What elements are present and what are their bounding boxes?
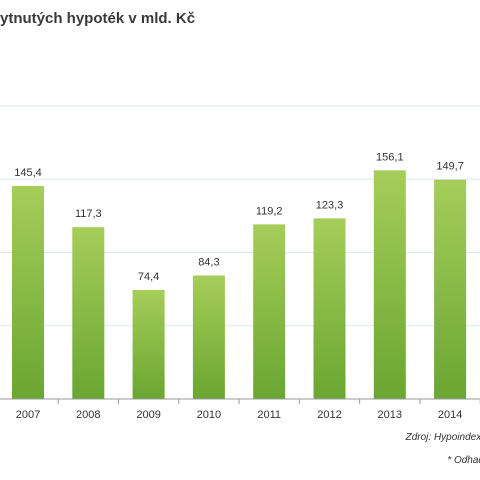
x-tick-label: 2008: [76, 409, 100, 421]
chart-title: ytnutých hypoték v mld. Kč: [0, 10, 196, 27]
source-note: Zdroj: Hypoindex,: [405, 432, 480, 443]
x-tick-label: 2013: [378, 409, 402, 421]
bar-2013: [373, 170, 406, 399]
value-label: 149,7: [436, 161, 464, 173]
bar-2014: [434, 179, 467, 399]
x-tick-label: 2011: [257, 409, 281, 421]
footnote: * Odhad: [447, 455, 480, 466]
bar-2008: [72, 227, 105, 399]
value-label: 119,2: [256, 205, 283, 217]
x-tick-label: 2009: [136, 409, 160, 421]
value-label: 123,3: [316, 199, 344, 211]
x-axis: 2007 2008 2009 2010 2011 2012 2013 2014: [0, 398, 480, 421]
x-tick-label: 2012: [317, 409, 341, 421]
bar-2011: [253, 224, 286, 399]
value-label: 156,1: [376, 151, 404, 163]
bars: [12, 170, 467, 399]
value-label: 145,4: [14, 167, 42, 179]
value-label: 84,3: [198, 257, 219, 269]
bar-2007: [12, 185, 44, 399]
value-labels: 145,4 117,3 74,4 84,3 119,2 123,3 156,1 149,7: [14, 151, 464, 283]
x-tick-label: 2010: [197, 409, 221, 421]
bar-2010: [192, 275, 225, 399]
value-label: 74,4: [138, 271, 159, 283]
gridlines: [0, 105, 480, 327]
bar-2012: [313, 218, 346, 399]
x-tick-label: 2014: [438, 409, 462, 421]
x-tick-label: 2007: [16, 409, 40, 421]
value-label: 117,3: [75, 208, 102, 220]
bar-2009: [132, 290, 165, 399]
